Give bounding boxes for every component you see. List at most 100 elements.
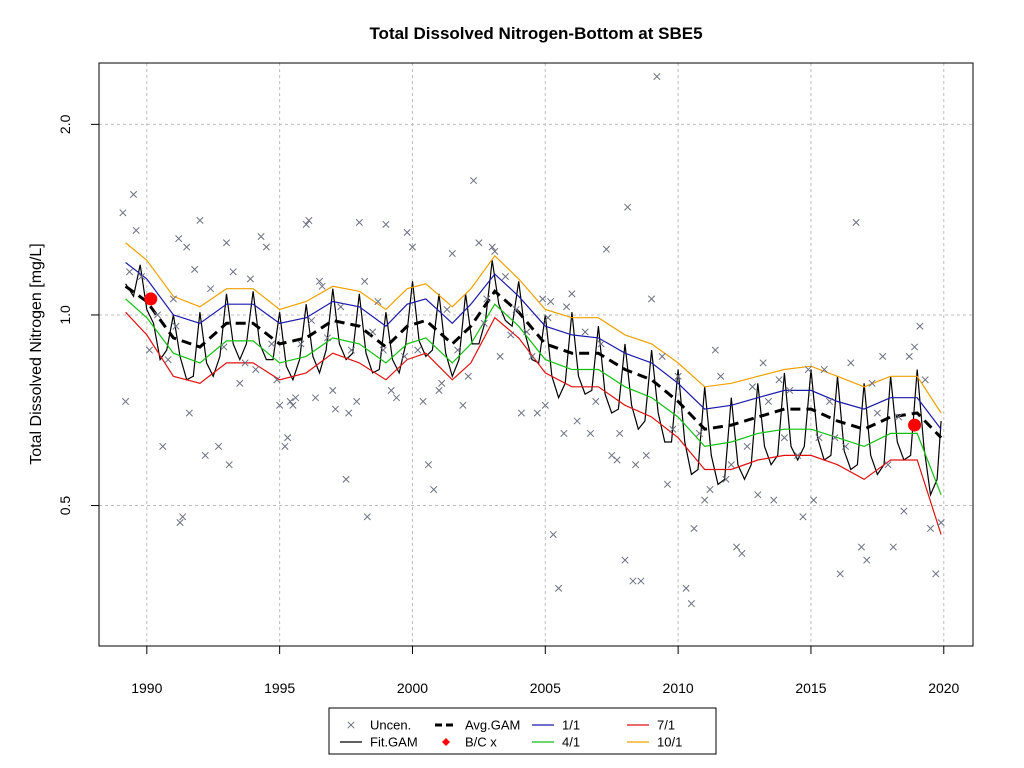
data-point-uncen [289,401,297,409]
data-point-uncen [276,401,284,409]
data-point-uncen [246,275,254,283]
data-point-uncen [318,282,326,290]
data-point-uncen [674,372,682,380]
data-point-uncen [937,519,945,527]
data-point-uncen [701,496,709,504]
data-point-uncen [459,401,467,409]
data-point-uncen [488,243,496,251]
data-point-uncen [780,434,788,442]
legend-label-b-c-x: B/C x [465,735,497,750]
x-tick-label: 1995 [264,680,295,696]
x-tick-label: 2005 [530,680,561,696]
data-point-uncen [528,352,536,360]
data-point-uncen [159,442,167,450]
data-point-uncen [302,220,310,228]
data-point-uncen [491,247,499,255]
data-point-uncen [512,305,520,314]
data-point-uncen [799,513,807,521]
data-point-uncen [775,376,783,384]
data-point-uncen [597,340,605,348]
data-point-uncen [284,434,292,442]
data-point-uncen [759,359,767,367]
data-point-uncen [400,352,409,360]
data-point-uncen [236,379,244,387]
data-point-uncen [743,442,751,450]
data-point-uncen [387,386,395,394]
data-point-uncen [815,434,823,442]
data-point-uncen [533,409,541,417]
data-point-uncen [176,519,184,527]
data-point-uncen [868,379,876,387]
chart-title: Total Dissolved Nitrogen-Bottom at SBE5 [369,24,702,43]
plot-frame [98,62,974,647]
data-point-uncen [408,243,417,251]
y-tick-label: 1.0 [57,305,73,325]
data-point-uncen [632,461,640,469]
data-point-uncen [717,372,725,380]
data-point-uncen [669,425,677,433]
legend-label-10-1: 10/1 [657,735,682,750]
data-point-uncen [820,365,828,374]
x-tick-label: 2020 [928,680,959,696]
data-point-uncen [727,461,735,469]
series-line-avg-gam [124,285,943,439]
data-point-bc [908,418,922,432]
data-point-uncen [754,491,762,499]
data-point-uncen [480,319,488,327]
data-point-uncen [648,295,656,303]
data-point-uncen [345,409,353,417]
grid-lines [99,63,973,646]
data-point-uncen [119,209,127,217]
data-point-uncen [841,442,850,450]
data-point-uncen [164,356,172,364]
data-point-uncen [185,409,193,417]
data-point-uncen [361,277,369,285]
data-point-uncen [281,442,289,450]
data-point-uncen [857,543,865,551]
data-point-uncen [331,405,339,413]
data-point-uncen [794,451,802,459]
legend-symbol-b-c-x [442,738,450,746]
data-point-uncen [653,72,661,81]
data-point-uncen [438,379,446,387]
series-line-10-1 [125,242,942,414]
legend-label-avg-gam: Avg.GAM [465,718,520,733]
data-point-uncen [241,359,249,367]
data-point-uncen [637,577,645,585]
data-point-uncen [547,297,555,306]
data-point-uncen [562,303,571,311]
data-point-uncen [305,216,313,225]
y-axis-label: Total Dissolved Nitrogen [mg/L] [28,243,45,464]
data-point-uncen [573,417,581,425]
data-point-uncen [175,235,183,243]
data-point-uncen [764,397,773,406]
data-point-uncen [682,584,690,592]
legend-label-fit-gam: Fit.GAM [370,735,418,750]
data-point-uncen [464,372,472,380]
data-point-uncen [517,409,525,417]
data-point-uncen [539,295,547,303]
data-point-bc [144,292,158,306]
y-tick-label: 2.0 [57,114,73,134]
data-point-uncen [355,218,363,226]
data-point-uncen [602,245,610,253]
data-point-uncen [884,461,892,469]
data-point-uncen [311,394,320,402]
data-point-uncen [629,577,637,585]
data-point-uncen [581,328,589,336]
data-point-uncen [616,429,624,437]
data-point-uncen [229,268,237,276]
data-point-uncen [475,239,483,247]
data-point-uncen [831,434,839,442]
y-tick-label: 0.5 [57,496,73,516]
data-point-uncen [122,397,130,406]
data-point-uncen [292,394,300,402]
data-point-uncen [430,485,438,494]
data-point-uncen [470,177,478,185]
data-point-uncen [374,297,382,306]
data-point-uncen [273,376,281,384]
data-point-uncen [424,461,432,469]
data-point-uncen [549,530,557,539]
data-point-uncen [222,239,231,247]
